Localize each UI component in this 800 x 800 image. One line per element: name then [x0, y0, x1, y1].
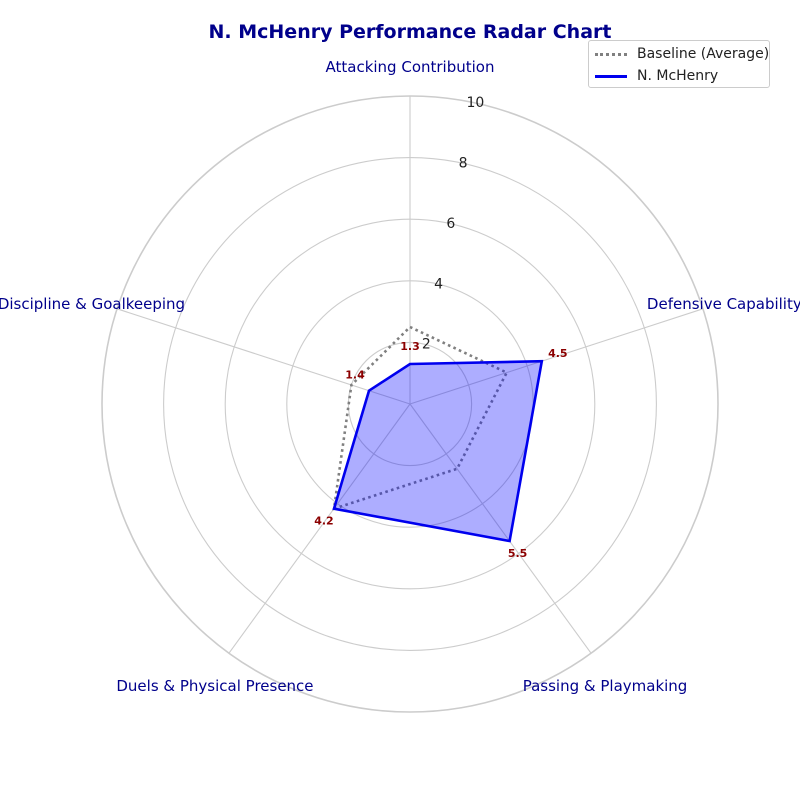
category-label: Duels & Physical Presence — [116, 677, 313, 695]
radial-tick-label: 6 — [446, 216, 455, 232]
legend: Baseline (Average) N. McHenry — [588, 40, 770, 88]
data-label: 1.3 — [400, 340, 420, 353]
spoke-line — [228, 403, 411, 654]
chart-title: N. McHenry Performance Radar Chart — [209, 21, 612, 43]
series-line-1 — [332, 359, 544, 543]
spoke-line — [116, 308, 411, 405]
legend-item-baseline: Baseline (Average) — [595, 44, 769, 64]
radial-tick-label: 2 — [422, 337, 431, 353]
category-label: Discipline & Goalkeeping — [0, 295, 185, 313]
series-layer — [332, 325, 544, 543]
radial-tick-label: 10 — [467, 95, 485, 111]
grid-layer — [101, 95, 719, 713]
legend-swatch-mchenry — [595, 74, 627, 78]
category-label: Attacking Contribution — [326, 58, 495, 76]
radial-tick-label: 8 — [459, 156, 468, 172]
data-label: 1.4 — [345, 369, 365, 382]
category-label: Passing & Playmaking — [523, 677, 688, 695]
radial-tick-label: 4 — [434, 276, 443, 292]
data-label: 4.5 — [548, 347, 568, 360]
spoke-line — [409, 403, 592, 654]
legend-label-baseline: Baseline (Average) — [637, 46, 770, 62]
legend-swatch-baseline — [595, 52, 627, 56]
spoke-line — [409, 308, 704, 405]
data-label: 4.2 — [314, 515, 334, 528]
series-area-1 — [334, 361, 542, 541]
data-label: 5.5 — [508, 547, 528, 560]
category-label: Defensive Capability — [647, 295, 800, 313]
legend-label-mchenry: N. McHenry — [637, 68, 719, 84]
label-layer: 2 4 6 8 10 1.3 4.5 5.5 4.2 1.4 Attacking Contribut… — [0, 58, 800, 695]
legend-item-mchenry: N. McHenry — [595, 66, 718, 86]
